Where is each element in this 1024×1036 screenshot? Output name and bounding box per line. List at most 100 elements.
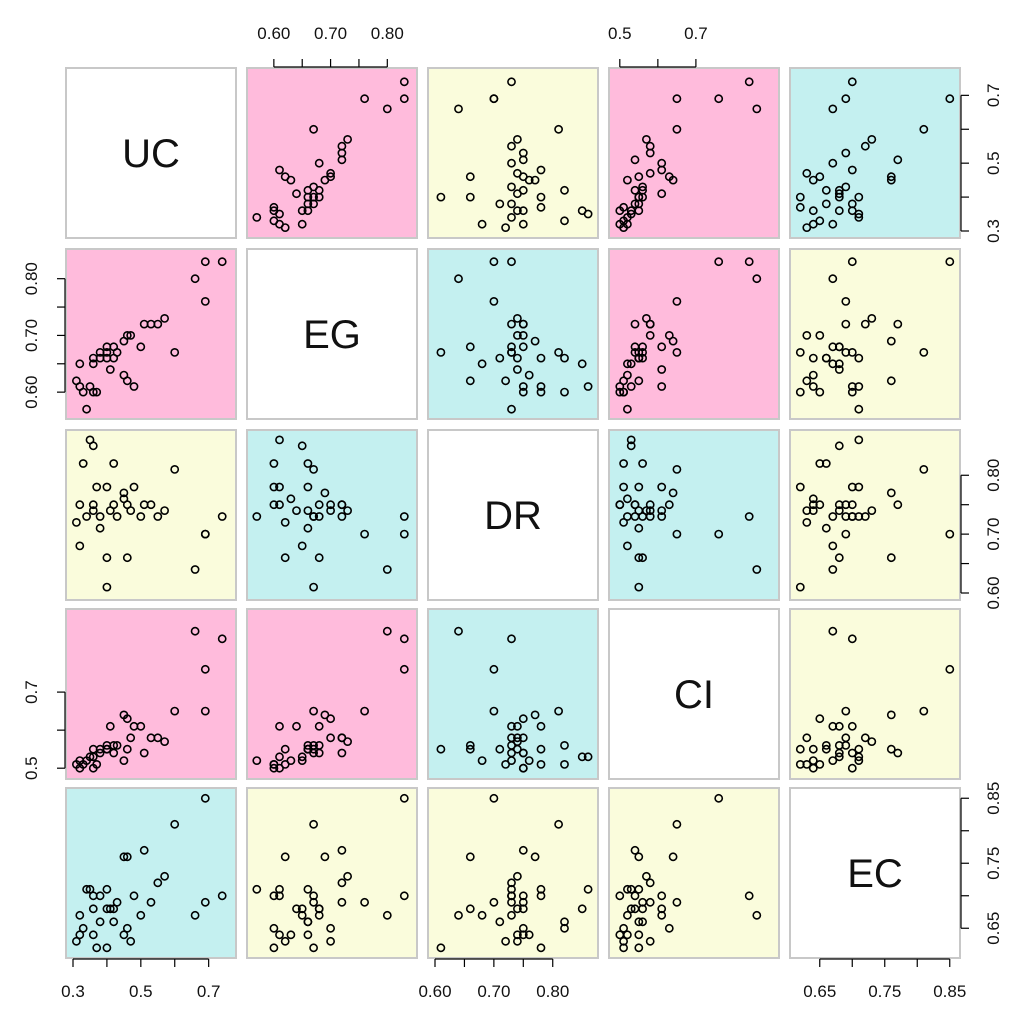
point-CI-EC-16 <box>821 741 831 750</box>
tick-label-EG: 0.60 <box>22 376 41 409</box>
point-EC-DR-27 <box>518 897 528 907</box>
point-CI-EG-16 <box>303 741 313 750</box>
point-DR-EC-27 <box>841 500 851 510</box>
point-DR-EC-9 <box>795 482 805 492</box>
tick-label-DR: 0.80 <box>536 982 569 1001</box>
panel-border <box>608 67 780 239</box>
point-CI-DR-5 <box>583 752 593 762</box>
point-EG-CI-25 <box>657 342 667 352</box>
point-DR-CI-5 <box>626 435 636 445</box>
point-DR-EG-12 <box>314 553 324 563</box>
point-UC-DR-14 <box>536 192 546 202</box>
point-CI-UC-21 <box>122 744 132 754</box>
point-UC-DR-29 <box>513 134 522 144</box>
point-UC-DR-18 <box>507 182 516 192</box>
panel-CI-EG <box>247 609 417 779</box>
point-EC-CI-34 <box>744 891 754 901</box>
point-UC-EG-4 <box>252 212 262 222</box>
point-DR-EG-6 <box>297 441 307 451</box>
point-EG-CI-4 <box>623 404 632 414</box>
point-EC-CI-30 <box>672 819 682 829</box>
point-DR-UC-20 <box>119 488 129 498</box>
point-EG-EC-33 <box>945 257 955 267</box>
point-UC-EC-27 <box>841 148 851 158</box>
panel-CI-DR <box>428 609 598 779</box>
panel-CI-EC <box>790 609 960 779</box>
point-DR-CI-0 <box>619 518 628 527</box>
point-EC-DR-23 <box>513 936 522 946</box>
point-EC-UC-27 <box>146 897 156 907</box>
point-EC-UC-7 <box>88 930 98 940</box>
point-UC-EG-23 <box>326 168 335 178</box>
diagonal-label-CI: CI <box>674 673 714 717</box>
point-CI-EC-33 <box>945 664 955 674</box>
point-EG-EC-16 <box>821 353 831 363</box>
point-EG-UC-23 <box>126 330 136 340</box>
point-UC-EG-8 <box>269 206 279 216</box>
point-EG-UC-25 <box>136 342 146 352</box>
point-EG-DR-30 <box>554 347 563 357</box>
point-EG-UC-32 <box>200 296 210 306</box>
point-EG-CI-32 <box>672 296 682 306</box>
point-EG-UC-1 <box>75 359 85 369</box>
point-EC-DR-20 <box>530 852 540 862</box>
point-UC-DR-2 <box>518 219 528 229</box>
point-CI-UC-19 <box>119 756 129 765</box>
point-EC-DR-16 <box>560 917 569 927</box>
point-CI-EG-32 <box>360 706 369 716</box>
point-EC-CI-28 <box>645 878 655 888</box>
point-DR-CI-6 <box>626 441 636 451</box>
point-CI-UC-14 <box>102 744 112 754</box>
point-CI-EG-23 <box>326 733 335 743</box>
panel-DR-DR <box>428 430 598 600</box>
point-UC-CI-28 <box>645 141 655 151</box>
point-CI-EC-34 <box>847 634 857 644</box>
panel-border <box>65 787 237 959</box>
point-CI-EC-29 <box>867 737 877 746</box>
point-DR-UC-31 <box>190 565 200 574</box>
point-EG-DR-6 <box>577 359 587 369</box>
point-EG-CI-15 <box>657 365 667 374</box>
point-EC-DR-31 <box>454 910 463 920</box>
point-UC-EC-10 <box>821 199 831 209</box>
point-EC-DR-6 <box>577 904 587 914</box>
point-EG-UC-33 <box>200 257 210 267</box>
point-EC-UC-24 <box>129 891 139 901</box>
point-EC-EG-31 <box>382 910 392 920</box>
point-UC-DR-31 <box>454 104 463 114</box>
point-UC-DR-21 <box>465 172 475 182</box>
point-DR-UC-9 <box>92 482 102 492</box>
point-DR-EG-32 <box>360 529 369 539</box>
point-CI-UC-11 <box>95 748 105 758</box>
point-UC-EG-18 <box>309 182 318 192</box>
tick-label-CI: 0.7 <box>22 680 41 704</box>
point-EC-EG-16 <box>303 917 313 927</box>
point-EG-EC-2 <box>808 382 818 391</box>
point-CI-EC-13 <box>795 744 805 754</box>
point-DR-EG-31 <box>382 565 392 574</box>
point-UC-EC-17 <box>834 185 844 195</box>
point-EC-UC-11 <box>95 891 105 901</box>
point-EC-CI-31 <box>752 910 762 920</box>
point-DR-CI-34 <box>744 512 754 521</box>
tick-label-EG: 0.60 <box>257 24 290 43</box>
point-EC-UC-3 <box>78 923 88 933</box>
point-CI-EG-29 <box>343 737 352 746</box>
point-DR-EG-29 <box>343 506 352 515</box>
point-EC-UC-16 <box>109 917 119 927</box>
point-UC-DR-24 <box>536 165 546 175</box>
point-CI-DR-16 <box>560 741 569 750</box>
panel-border <box>427 248 599 420</box>
point-EC-EG-34 <box>399 891 409 901</box>
point-EG-DR-10 <box>495 353 505 363</box>
tick-label-EC: 0.65 <box>984 912 1003 945</box>
point-CI-DR-21 <box>465 744 475 754</box>
point-EC-UC-34 <box>217 891 227 901</box>
point-DR-EG-27 <box>337 500 347 510</box>
point-DR-UC-0 <box>72 518 81 527</box>
point-UC-EC-16 <box>821 185 831 195</box>
point-EG-DR-5 <box>583 382 593 391</box>
point-EG-EC-15 <box>834 365 844 374</box>
point-EG-UC-13 <box>102 347 112 357</box>
point-DR-CI-28 <box>645 512 655 521</box>
